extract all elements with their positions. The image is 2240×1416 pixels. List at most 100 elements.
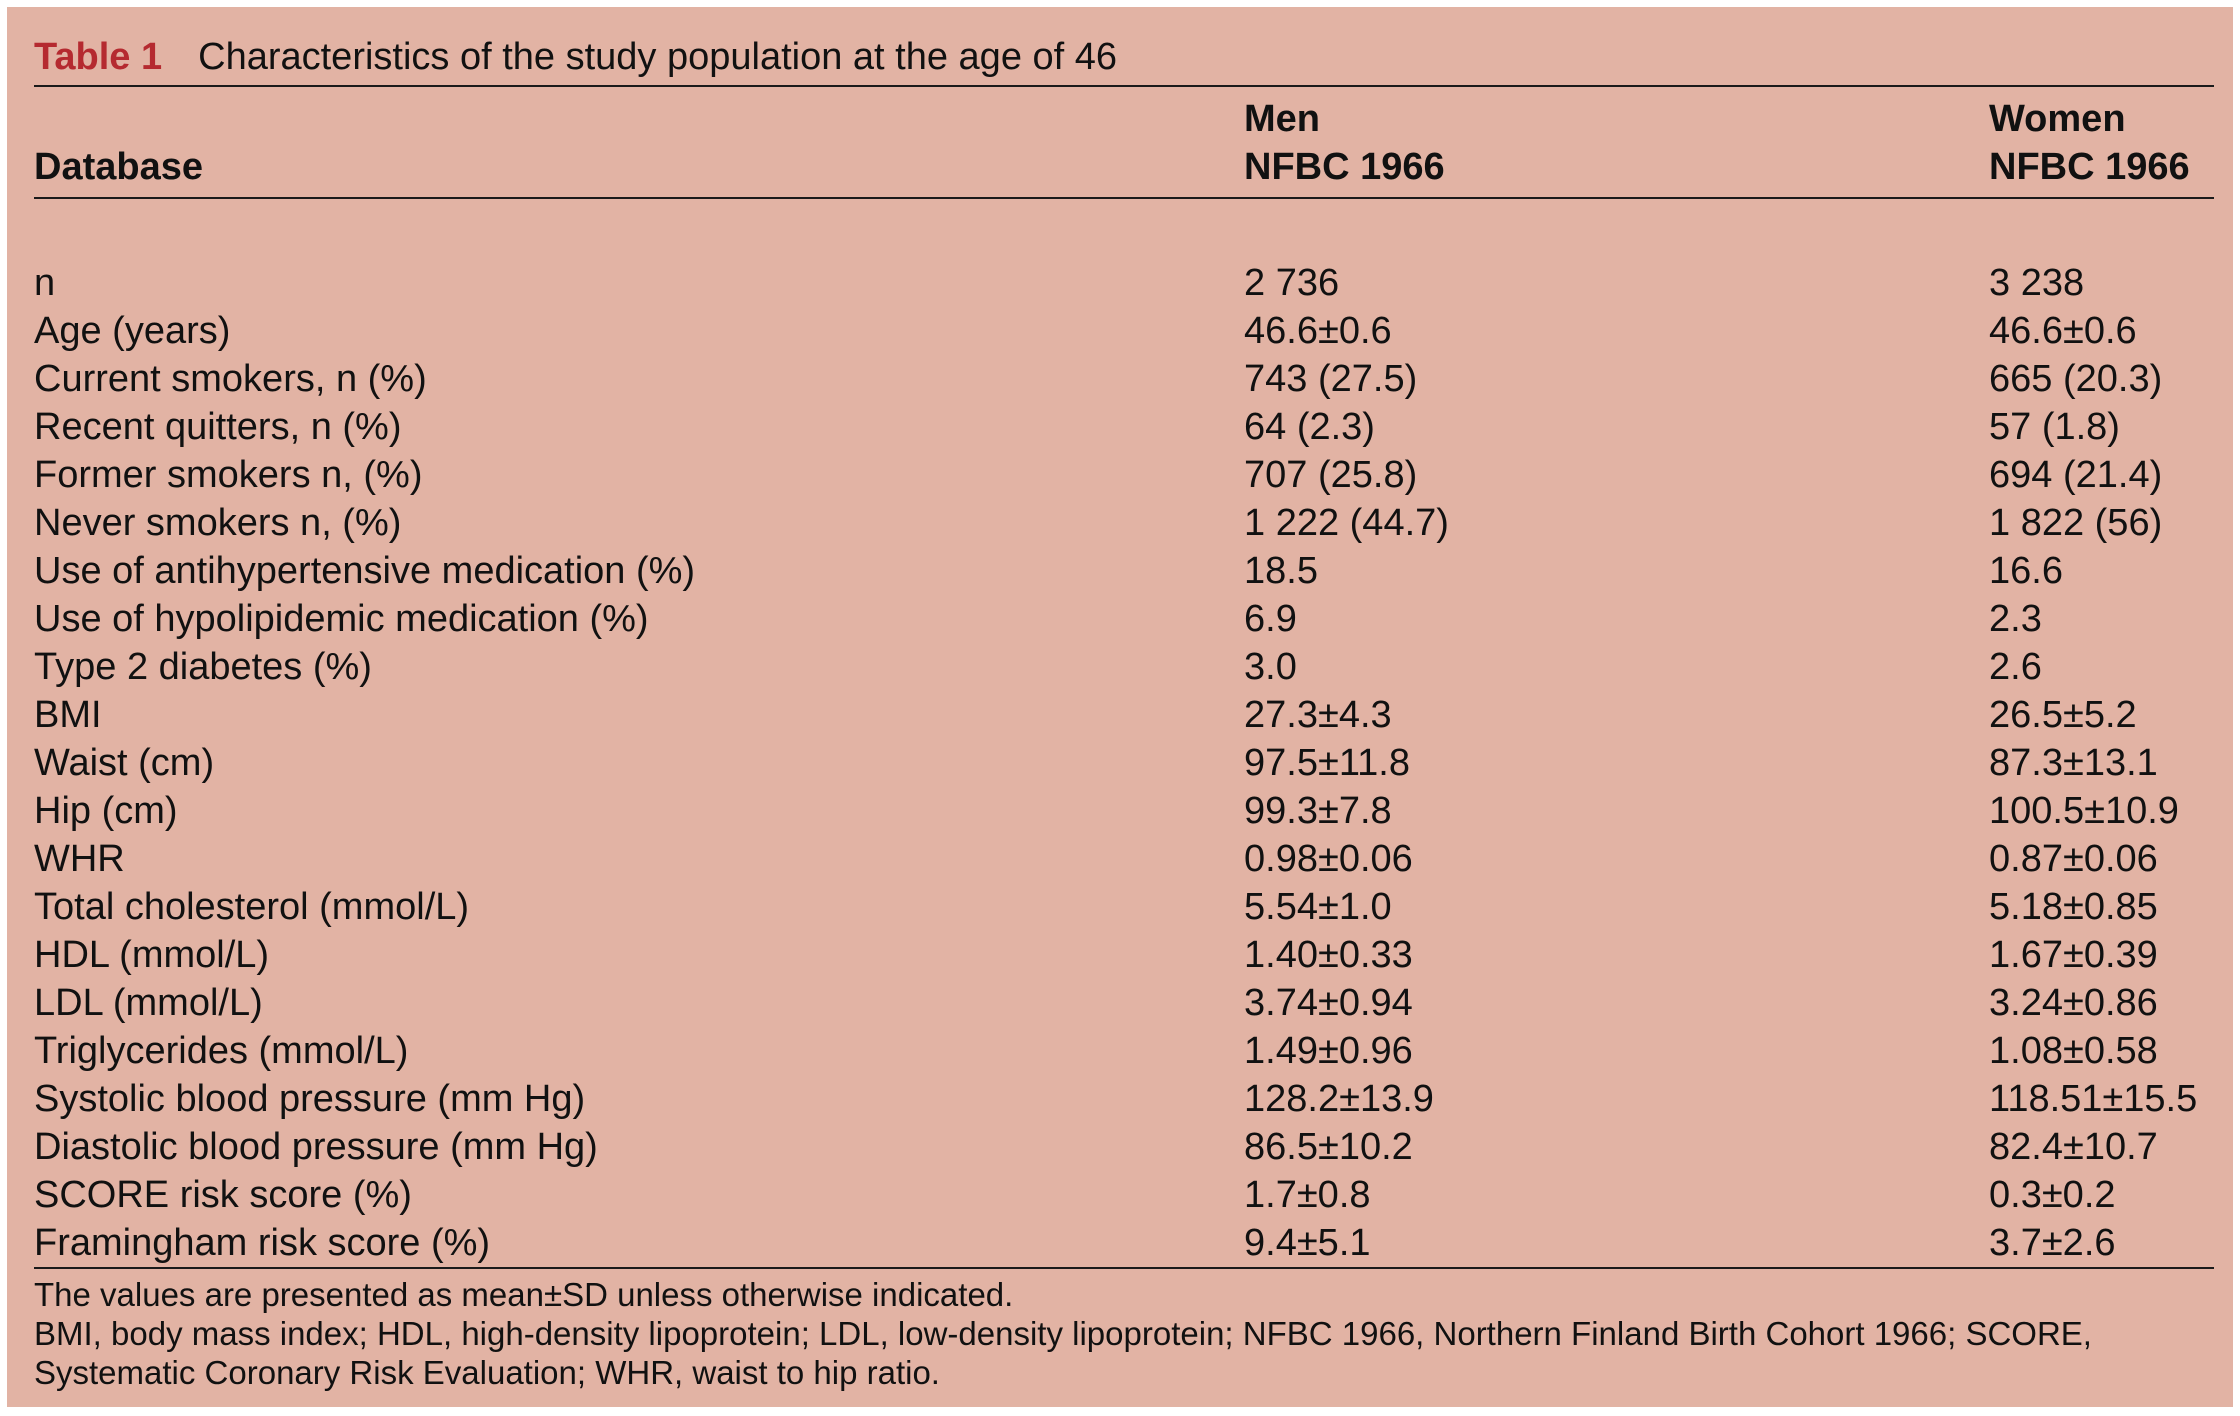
men-value: 128.2±13.9 — [1244, 1078, 1434, 1120]
table-row: WHR 0.98±0.06 0.87±0.06 — [34, 835, 2229, 883]
table-row: Current smokers, n (%) 743 (27.5) 665 (20.… — [34, 355, 2229, 403]
row-label: n — [34, 262, 56, 304]
row-label: Hip (cm) — [34, 790, 178, 832]
row-label: Type 2 diabetes (%) — [34, 646, 372, 688]
table-row: Hip (cm) 99.3±7.8 100.5±10.9 — [34, 787, 2229, 835]
table-row: Use of antihypertensive medication (%) 18… — [34, 547, 2229, 595]
table-row: Former smokers n, (%) 707 (25.8) 694 (21.4… — [34, 451, 2229, 499]
women-value: 2.3 — [1989, 598, 2042, 640]
men-value: 1 222 (44.7) — [1244, 502, 1449, 544]
table-row: HDL (mmol/L) 1.40±0.33 1.67±0.39 — [34, 931, 2229, 979]
men-value: 86.5±10.2 — [1244, 1126, 1413, 1168]
men-value: 1.7±0.8 — [1244, 1174, 1371, 1216]
table-row: n 2 736 3 238 — [34, 259, 2229, 307]
women-value: 26.5±5.2 — [1989, 694, 2137, 736]
row-label: Age (years) — [34, 310, 231, 352]
row-label: Diastolic blood pressure (mm Hg) — [34, 1126, 598, 1168]
men-value: 9.4±5.1 — [1244, 1222, 1371, 1264]
row-label: SCORE risk score (%) — [34, 1174, 412, 1216]
row-label: Systolic blood pressure (mm Hg) — [34, 1078, 586, 1120]
women-value: 100.5±10.9 — [1989, 790, 2179, 832]
women-value: 665 (20.3) — [1989, 358, 2163, 400]
men-value: 5.54±1.0 — [1244, 886, 1392, 928]
table-row: SCORE risk score (%) 1.7±0.8 0.3±0.2 — [34, 1171, 2229, 1219]
table-row: BMI 27.3±4.3 26.5±5.2 — [34, 691, 2229, 739]
row-label: Use of hypolipidemic medication (%) — [34, 598, 649, 640]
women-value: 16.6 — [1989, 550, 2063, 592]
header-men: Men NFBC 1966 — [1244, 95, 1445, 191]
top-rule — [34, 85, 2214, 87]
table-footnotes: The values are presented as mean±SD unle… — [34, 1275, 2092, 1392]
row-label: Use of antihypertensive medication (%) — [34, 550, 696, 592]
women-value: 0.87±0.06 — [1989, 838, 2158, 880]
women-value: 5.18±0.85 — [1989, 886, 2158, 928]
men-value: 1.40±0.33 — [1244, 934, 1413, 976]
women-value: 57 (1.8) — [1989, 406, 2120, 448]
row-label: Total cholesterol (mmol/L) — [34, 886, 470, 928]
table-row: Framingham risk score (%) 9.4±5.1 3.7±2.6 — [34, 1219, 2229, 1267]
women-value: 694 (21.4) — [1989, 454, 2163, 496]
header-database: Database — [34, 143, 203, 191]
header-database-label: Database — [34, 146, 203, 188]
men-value: 64 (2.3) — [1244, 406, 1375, 448]
bottom-rule — [34, 1267, 2214, 1269]
women-value: 46.6±0.6 — [1989, 310, 2137, 352]
women-value: 1 822 (56) — [1989, 502, 2163, 544]
table-row: Triglycerides (mmol/L) 1.49±0.96 1.08±0.58 — [34, 1027, 2229, 1075]
men-value: 3.0 — [1244, 646, 1297, 688]
table-row: Age (years) 46.6±0.6 46.6±0.6 — [34, 307, 2229, 355]
header-women: Women NFBC 1966 — [1989, 95, 2190, 191]
women-value: 87.3±13.1 — [1989, 742, 2158, 784]
women-value: 118.51±15.5 — [1989, 1078, 2198, 1120]
women-value: 3.24±0.86 — [1989, 982, 2158, 1024]
footnote-line: BMI, body mass index; HDL, high-density … — [34, 1315, 2092, 1352]
table-row: Systolic blood pressure (mm Hg) 128.2±13.… — [34, 1075, 2229, 1123]
row-label: WHR — [34, 838, 125, 880]
header-rule — [34, 197, 2214, 199]
table-row: Waist (cm) 97.5±11.8 87.3±13.1 — [34, 739, 2229, 787]
men-value: 0.98±0.06 — [1244, 838, 1413, 880]
table-row: Recent quitters, n (%) 64 (2.3) 57 (1.8) — [34, 403, 2229, 451]
men-value: 99.3±7.8 — [1244, 790, 1392, 832]
men-value: 743 (27.5) — [1244, 358, 1418, 400]
men-value: 6.9 — [1244, 598, 1297, 640]
women-value: 1.67±0.39 — [1989, 934, 2158, 976]
table-row: Never smokers n, (%) 1 222 (44.7) 1 822 (5… — [34, 499, 2229, 547]
header-women-label: Women — [1989, 98, 2126, 140]
row-label: HDL (mmol/L) — [34, 934, 270, 976]
row-label: Recent quitters, n (%) — [34, 406, 402, 448]
row-label: BMI — [34, 694, 102, 736]
row-label: Never smokers n, (%) — [34, 502, 402, 544]
row-label: Current smokers, n (%) — [34, 358, 427, 400]
table-row: Use of hypolipidemic medication (%) 6.9 2.… — [34, 595, 2229, 643]
row-label: Former smokers n, (%) — [34, 454, 423, 496]
footnote-line: Systematic Coronary Risk Evaluation; WHR… — [34, 1354, 940, 1391]
men-value: 27.3±4.3 — [1244, 694, 1392, 736]
header-men-cohort: NFBC 1966 — [1244, 146, 1445, 188]
header-men-label: Men — [1244, 98, 1320, 140]
table-row: Diastolic blood pressure (mm Hg) 86.5±10.… — [34, 1123, 2229, 1171]
table-row: Type 2 diabetes (%) 3.0 2.6 — [34, 643, 2229, 691]
footnote-line: The values are presented as mean±SD unle… — [34, 1276, 1014, 1313]
women-value: 0.3±0.2 — [1989, 1174, 2116, 1216]
table-title: Characteristics of the study population … — [198, 36, 1118, 78]
table-number: Table 1 — [34, 36, 163, 78]
table-caption: Table 1 Characteristics of the study popu… — [34, 29, 1117, 85]
men-value: 3.74±0.94 — [1244, 982, 1413, 1024]
row-label: Framingham risk score (%) — [34, 1222, 491, 1264]
men-value: 1.49±0.96 — [1244, 1030, 1413, 1072]
row-label: Waist (cm) — [34, 742, 215, 784]
women-value: 82.4±10.7 — [1989, 1126, 2158, 1168]
row-label: Triglycerides (mmol/L) — [34, 1030, 409, 1072]
men-value: 46.6±0.6 — [1244, 310, 1392, 352]
women-value: 3.7±2.6 — [1989, 1222, 2116, 1264]
men-value: 707 (25.8) — [1244, 454, 1418, 496]
men-value: 18.5 — [1244, 550, 1318, 592]
women-value: 1.08±0.58 — [1989, 1030, 2158, 1072]
women-value: 2.6 — [1989, 646, 2042, 688]
women-value: 3 238 — [1989, 262, 2085, 304]
row-label: LDL (mmol/L) — [34, 982, 263, 1024]
header-women-cohort: NFBC 1966 — [1989, 146, 2190, 188]
men-value: 97.5±11.8 — [1244, 742, 1410, 784]
